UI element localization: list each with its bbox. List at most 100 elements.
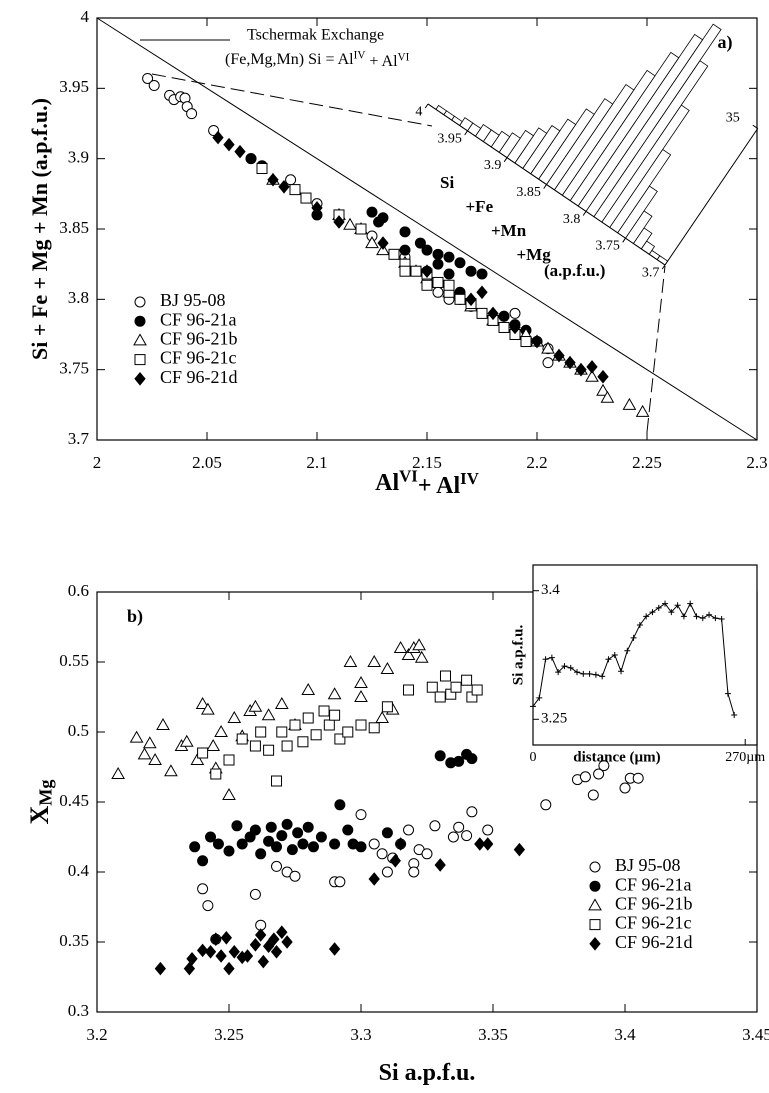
- x-tick-label: 2.15: [412, 453, 442, 472]
- x-tick-label: 0: [530, 750, 537, 765]
- x-tick-label: 2.1: [306, 453, 327, 472]
- marker: [355, 719, 367, 731]
- marker: [318, 705, 330, 717]
- x-tick-label: 3.35: [478, 1025, 508, 1044]
- marker: [156, 717, 170, 730]
- marker: [257, 954, 269, 969]
- histogram-tick: [503, 157, 508, 163]
- y-tick-label: 0.6: [68, 581, 89, 600]
- marker: [443, 279, 455, 291]
- histogram-label: +Mn: [491, 221, 527, 240]
- histogram-tick-label: 3.85: [516, 185, 541, 200]
- marker: [476, 307, 488, 319]
- marker: [466, 753, 478, 765]
- x-tick-label: 2.25: [632, 453, 662, 472]
- marker: [315, 831, 327, 843]
- marker: [366, 206, 378, 218]
- profile-point: [624, 647, 631, 654]
- marker: [421, 264, 433, 278]
- marker: [234, 144, 246, 159]
- x-tick-label: 3.25: [214, 1025, 244, 1044]
- marker: [343, 217, 357, 230]
- marker: [412, 638, 426, 651]
- marker: [454, 293, 466, 305]
- legend-marker: [134, 315, 146, 327]
- y-axis-label-sub: Mg: [36, 779, 56, 805]
- marker: [205, 831, 217, 843]
- marker: [375, 710, 389, 723]
- marker: [255, 848, 267, 860]
- marker: [381, 827, 393, 839]
- marker: [202, 900, 214, 912]
- marker: [210, 768, 222, 780]
- marker: [476, 268, 488, 280]
- x-tick-label: 2.3: [746, 453, 767, 472]
- y-tick-label: 0.4: [68, 861, 90, 880]
- marker: [329, 709, 341, 721]
- marker: [301, 682, 316, 695]
- marker: [587, 789, 599, 801]
- y-axis-label-part: X: [25, 806, 54, 825]
- marker: [443, 251, 455, 263]
- marker: [421, 848, 433, 860]
- marker: [197, 747, 209, 759]
- x-tick-label: 2: [93, 453, 102, 472]
- histogram-tick-label: 4: [415, 104, 422, 119]
- marker: [248, 699, 263, 712]
- marker: [278, 180, 290, 194]
- marker: [271, 841, 283, 853]
- marker: [482, 837, 494, 851]
- histogram-tick: [661, 264, 666, 270]
- histogram-label: +Mg: [517, 245, 552, 264]
- annotation-equation-sup: IV: [354, 49, 366, 61]
- marker: [600, 390, 615, 403]
- marker: [281, 818, 293, 830]
- marker: [249, 824, 261, 836]
- marker: [289, 719, 301, 731]
- marker: [342, 726, 354, 738]
- marker: [619, 782, 631, 794]
- marker: [553, 348, 565, 363]
- y-tick-label: 3.85: [59, 218, 89, 237]
- marker: [434, 691, 446, 703]
- profile-point: [636, 622, 643, 628]
- profile-point: [555, 669, 562, 676]
- marker: [263, 744, 275, 756]
- marker: [367, 654, 382, 667]
- marker: [399, 226, 411, 238]
- marker: [334, 733, 346, 745]
- marker: [450, 681, 462, 693]
- inset-frame: [532, 564, 758, 746]
- marker: [498, 310, 510, 322]
- y-tick-label: 0.3: [68, 1001, 89, 1020]
- marker: [292, 827, 304, 839]
- marker: [381, 866, 393, 878]
- marker: [183, 961, 196, 976]
- marker: [355, 841, 367, 853]
- marker: [394, 837, 407, 851]
- profile-point: [680, 613, 687, 620]
- marker: [432, 258, 444, 270]
- x-tick-label: 3.4: [614, 1025, 636, 1044]
- marker: [206, 738, 221, 751]
- y-tick-label: 0.5: [68, 721, 89, 740]
- marker: [236, 838, 248, 850]
- profile-point: [687, 600, 694, 607]
- marker: [466, 806, 478, 818]
- marker: [343, 654, 358, 667]
- histogram-tick-label: 3.9: [484, 158, 502, 173]
- marker: [426, 681, 438, 693]
- marker: [208, 125, 220, 137]
- legend-label: CF 96-21c: [160, 348, 237, 368]
- marker: [376, 848, 388, 860]
- profile-point: [586, 670, 593, 677]
- legend-marker: [589, 880, 601, 892]
- marker: [227, 710, 242, 723]
- marker: [342, 824, 354, 836]
- marker: [520, 336, 532, 348]
- marker: [212, 838, 224, 850]
- marker: [212, 130, 224, 145]
- marker: [596, 383, 610, 396]
- marker: [403, 684, 415, 696]
